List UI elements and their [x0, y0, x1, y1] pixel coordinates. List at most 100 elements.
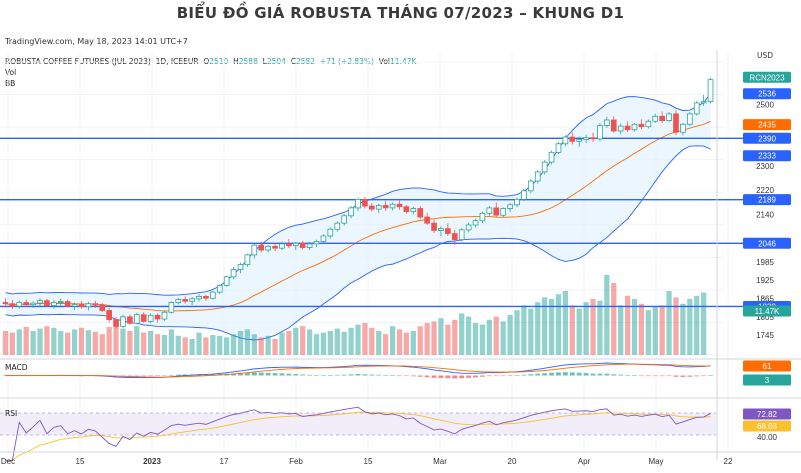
level-badge: [743, 237, 791, 249]
macd-histogram-bar: [258, 372, 264, 376]
bb-indicator-label[interactable]: BB: [5, 79, 16, 88]
candle-body: [182, 299, 189, 302]
macd-histogram-bar: [175, 374, 181, 376]
candle-body: [334, 222, 341, 230]
rsi-ma-line: [5, 411, 711, 461]
volume-bar: [438, 318, 444, 355]
volume-bar: [286, 331, 292, 355]
candle-body: [16, 302, 23, 307]
volume-bar: [659, 305, 665, 355]
x-tick-label: 15: [76, 457, 85, 466]
candle-body: [23, 302, 30, 306]
candle-body: [479, 212, 486, 222]
candle-body: [465, 224, 472, 231]
level-badge-text: 2046: [758, 239, 776, 248]
volume-bar: [106, 327, 112, 355]
candle-body: [583, 137, 589, 140]
candle-body: [30, 302, 36, 306]
macd-histogram-bar: [238, 373, 243, 376]
x-tick-label: 15: [364, 457, 373, 466]
candle-body: [624, 125, 631, 131]
candle-body: [680, 123, 686, 133]
volume-bar: [182, 337, 188, 355]
symbol-badge: [743, 71, 791, 83]
volume-bar: [30, 331, 36, 355]
candle-body: [541, 161, 548, 173]
volume-bar: [141, 332, 147, 355]
candle-body: [445, 228, 451, 234]
volume-bar: [217, 335, 223, 355]
macd-histogram-bar: [403, 375, 409, 377]
macd-histogram-bar: [694, 375, 700, 377]
candle-body: [237, 264, 244, 270]
volume-bar: [355, 324, 361, 355]
bb-lower-badge: [743, 150, 791, 162]
rsi-40-label: 40.00: [757, 433, 778, 442]
macd-histogram-bar: [307, 374, 313, 376]
candle-body: [292, 242, 299, 247]
candle-body: [140, 314, 147, 322]
candle-body: [610, 119, 617, 132]
macd-histogram-bar: [680, 375, 686, 377]
macd-histogram-bar: [493, 375, 499, 377]
volume-bar: [493, 316, 499, 355]
candle-body: [37, 300, 43, 304]
rsi-pane: RSI: [0, 397, 801, 461]
macd-histogram-bar: [397, 375, 402, 377]
macd-histogram-bar: [141, 375, 147, 377]
macd-histogram-bar: [673, 375, 679, 377]
macd-histogram-bar: [473, 375, 478, 378]
candle-body: [617, 125, 624, 132]
volume-bar: [189, 339, 195, 355]
x-tick-label: May: [648, 457, 663, 466]
volume-bar: [638, 303, 645, 355]
volume-bar: [597, 300, 603, 355]
candle-body: [279, 243, 285, 249]
vol-indicator-label[interactable]: Vol: [5, 68, 17, 77]
candle-body: [521, 190, 527, 200]
bb-basis-badge-text: 2435: [758, 121, 776, 130]
candle-body: [203, 295, 209, 299]
candle-body: [320, 235, 327, 242]
volume-bar: [548, 299, 555, 355]
volume-bar: [369, 327, 375, 355]
y-tick-label: 2140: [756, 211, 774, 220]
macd-histogram-bar: [369, 374, 375, 376]
bb-basis-badge: [743, 119, 791, 131]
macd-pane: MACD: [0, 358, 801, 379]
volume-bar: [687, 299, 693, 355]
rsi-ma-badge-text: 68.03: [757, 422, 778, 431]
candle-body: [659, 115, 665, 121]
macd-histogram-bar: [355, 374, 361, 376]
macd-histogram-bar: [134, 375, 140, 377]
volume-bar: [9, 332, 15, 355]
macd-histogram-bar: [314, 375, 319, 376]
volume-bar: [611, 283, 617, 355]
candle-body: [168, 302, 175, 313]
bb-upper-badge-text: 2536: [758, 90, 776, 99]
macd-histogram-bar: [410, 375, 416, 377]
candle-body: [78, 303, 85, 308]
macd-histogram-bar: [604, 373, 610, 376]
macd-histogram-bar: [445, 375, 451, 379]
volume-bar: [120, 328, 126, 355]
candle-body: [431, 222, 437, 231]
macd-histogram-bar: [182, 374, 188, 376]
candle-body: [562, 136, 569, 145]
candle-body: [99, 304, 106, 311]
macd-histogram-bar: [376, 374, 382, 376]
volume-bar: [293, 327, 299, 355]
source-line: TradingView.com, May 18, 2023 14:01 UTC+…: [5, 37, 188, 46]
candle-body: [362, 198, 368, 207]
volume-bar: [320, 332, 327, 355]
macd-histogram-bar: [500, 375, 506, 377]
volume-bar: [389, 326, 396, 355]
x-tick-label: 17: [220, 457, 229, 466]
currency-label: USD: [757, 51, 773, 60]
volume-bar: [514, 310, 520, 355]
macd-histogram-bar: [168, 375, 174, 376]
candle-body: [410, 208, 417, 212]
macd-histogram-bar: [486, 375, 492, 377]
candle-body: [265, 245, 271, 251]
